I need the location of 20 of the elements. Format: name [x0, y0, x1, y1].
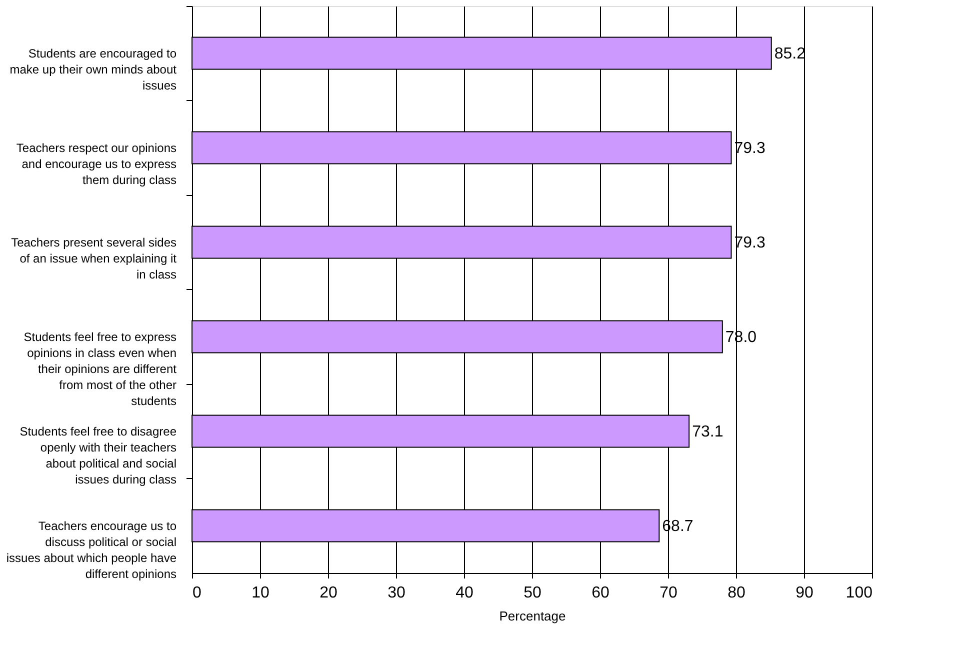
y-tick-label: Students feel free to express opinions in class even when their opinions are different from most of the other students — [24, 330, 178, 408]
x-tick-label: 100 — [846, 584, 873, 602]
x-tick-label: 0 — [192, 584, 202, 602]
y-tick-label: Students are encouraged to make up their own minds about issues — [10, 46, 178, 92]
x-tick-label: 40 — [456, 584, 474, 602]
y-tick-label: Students feel free to disagree openly with their teachers about political and social issues during class — [20, 424, 177, 486]
data-label: 85.2 — [774, 45, 806, 62]
y-tick-label: Teachers present several sides of an issue when explaining it in class — [11, 235, 178, 282]
x-tick-label: 30 — [388, 584, 406, 602]
x-tick-label: 80 — [728, 584, 746, 602]
data-label: 73.1 — [692, 423, 724, 440]
x-axis-title: Percentage — [499, 608, 566, 624]
x-tick-label: 10 — [252, 584, 270, 602]
x-tick-label: 60 — [592, 584, 610, 602]
x-tick-label: 20 — [320, 584, 338, 602]
x-tick-label: 50 — [524, 584, 542, 602]
y-tick-label: Teachers respect our opinions and encourage us to express them during class — [16, 140, 176, 187]
y-tick-label: Teachers encourage us to discuss political or social issues about which people have different opinions — [6, 518, 177, 581]
x-tick-label: 70 — [660, 584, 678, 602]
x-tick-label: 90 — [796, 584, 814, 602]
